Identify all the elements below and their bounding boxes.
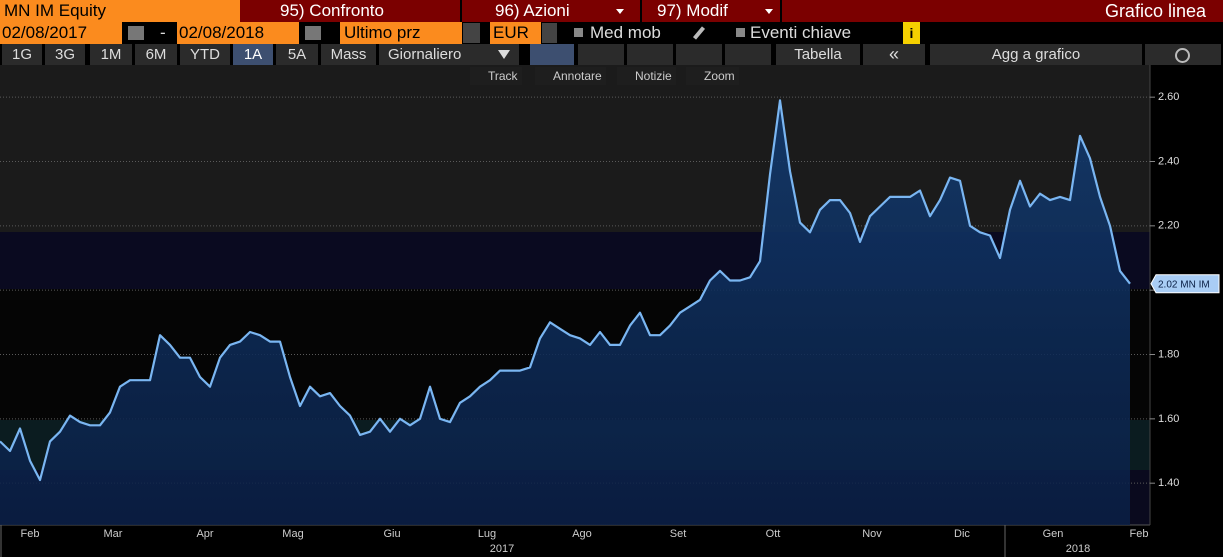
- end-date[interactable]: 02/08/2018: [177, 22, 299, 44]
- period[interactable]: Mass: [321, 44, 376, 65]
- x-group-label: 2017: [490, 543, 514, 555]
- collapse-button[interactable]: «: [863, 44, 925, 65]
- calendar-icon[interactable]: [305, 26, 321, 40]
- x-tick-label: Feb: [21, 528, 40, 540]
- tool-button[interactable]: Annotare: [535, 67, 606, 85]
- tool-button[interactable]: Zoom: [686, 67, 739, 85]
- tool-button[interactable]: Notizie: [617, 67, 676, 85]
- x-tick-label: Dic: [954, 528, 970, 540]
- band: [0, 65, 1150, 232]
- period[interactable]: 3G: [45, 44, 85, 65]
- checkbox[interactable]: [574, 28, 583, 37]
- checkbox[interactable]: [736, 28, 745, 37]
- field[interactable]: Ultimo prz: [340, 22, 462, 44]
- info-button[interactable]: i: [903, 22, 920, 44]
- line: [0, 99, 1131, 482]
- chart-button[interactable]: [725, 44, 771, 65]
- add-button[interactable]: Agg a grafico: [930, 44, 1142, 65]
- period[interactable]: YTD: [180, 44, 230, 65]
- dropdown[interactable]: [463, 23, 480, 43]
- dropdown-arrow: [498, 50, 510, 59]
- period[interactable]: 6M: [135, 44, 177, 65]
- x-tick-label: Lug: [478, 528, 496, 540]
- option[interactable]: Med mob: [590, 23, 661, 42]
- gear-icon: [1175, 48, 1190, 63]
- date-separator: -: [160, 23, 166, 42]
- x-tick-label: Mar: [104, 528, 123, 540]
- y-tick-label: 2.20: [1158, 220, 1179, 232]
- y-tick-label: 1.80: [1158, 348, 1179, 360]
- x-tick-label: Apr: [196, 528, 213, 540]
- dropdown-arrow: [765, 9, 773, 14]
- table-button[interactable]: Tabella: [776, 44, 860, 65]
- x-tick-label: Nov: [862, 528, 882, 540]
- start-date[interactable]: 02/08/2017: [0, 22, 122, 44]
- frequency[interactable]: Giornaliero: [379, 44, 519, 65]
- menu-item[interactable]: 95) Confronto: [280, 1, 384, 20]
- dropdown[interactable]: [542, 23, 557, 43]
- period[interactable]: 5A: [276, 44, 318, 65]
- currency[interactable]: EUR: [490, 22, 541, 44]
- x-tick-label: Giu: [383, 528, 400, 540]
- view-title: Grafico linea: [1104, 1, 1206, 21]
- y-tick-label: 1.60: [1158, 413, 1179, 425]
- menu-bar: [240, 0, 1223, 22]
- calendar-icon[interactable]: [128, 26, 144, 40]
- y-tick-label: 1.40: [1158, 477, 1179, 489]
- x-tick-label: Ott: [766, 528, 781, 540]
- menu-item[interactable]: 97) Modif: [657, 1, 728, 20]
- period[interactable]: 1M: [90, 44, 132, 65]
- separator: [460, 0, 462, 22]
- tool-button[interactable]: Track: [470, 67, 522, 85]
- x-group-label: 2018: [1066, 543, 1090, 555]
- dropdown-arrow: [616, 9, 624, 14]
- separator: [780, 0, 782, 22]
- x-tick-label: Set: [670, 528, 687, 540]
- y-tick-label: 2.60: [1158, 91, 1179, 103]
- area: [0, 100, 1130, 526]
- x-tick-label: Feb: [1130, 528, 1149, 540]
- option[interactable]: Eventi chiave: [750, 23, 852, 42]
- security[interactable]: MN IM Equity: [0, 0, 240, 22]
- menu-item[interactable]: 96) Azioni: [495, 1, 570, 20]
- period-active[interactable]: 1A: [233, 44, 273, 65]
- chart-button[interactable]: [676, 44, 722, 65]
- x-tick-label: Mag: [282, 528, 303, 540]
- x-tick-label: Ago: [572, 528, 592, 540]
- chart-button[interactable]: [578, 44, 624, 65]
- chart-button[interactable]: [627, 44, 673, 65]
- x-tick-label: Gen: [1043, 528, 1064, 540]
- y-tick-label: 2.40: [1158, 155, 1179, 167]
- line-chart-button[interactable]: [530, 44, 574, 65]
- separator: [640, 0, 642, 22]
- last-value-box: [1150, 274, 1220, 294]
- last-value-label: 2.02 MN IM: [1158, 279, 1210, 290]
- period[interactable]: 1G: [2, 44, 42, 65]
